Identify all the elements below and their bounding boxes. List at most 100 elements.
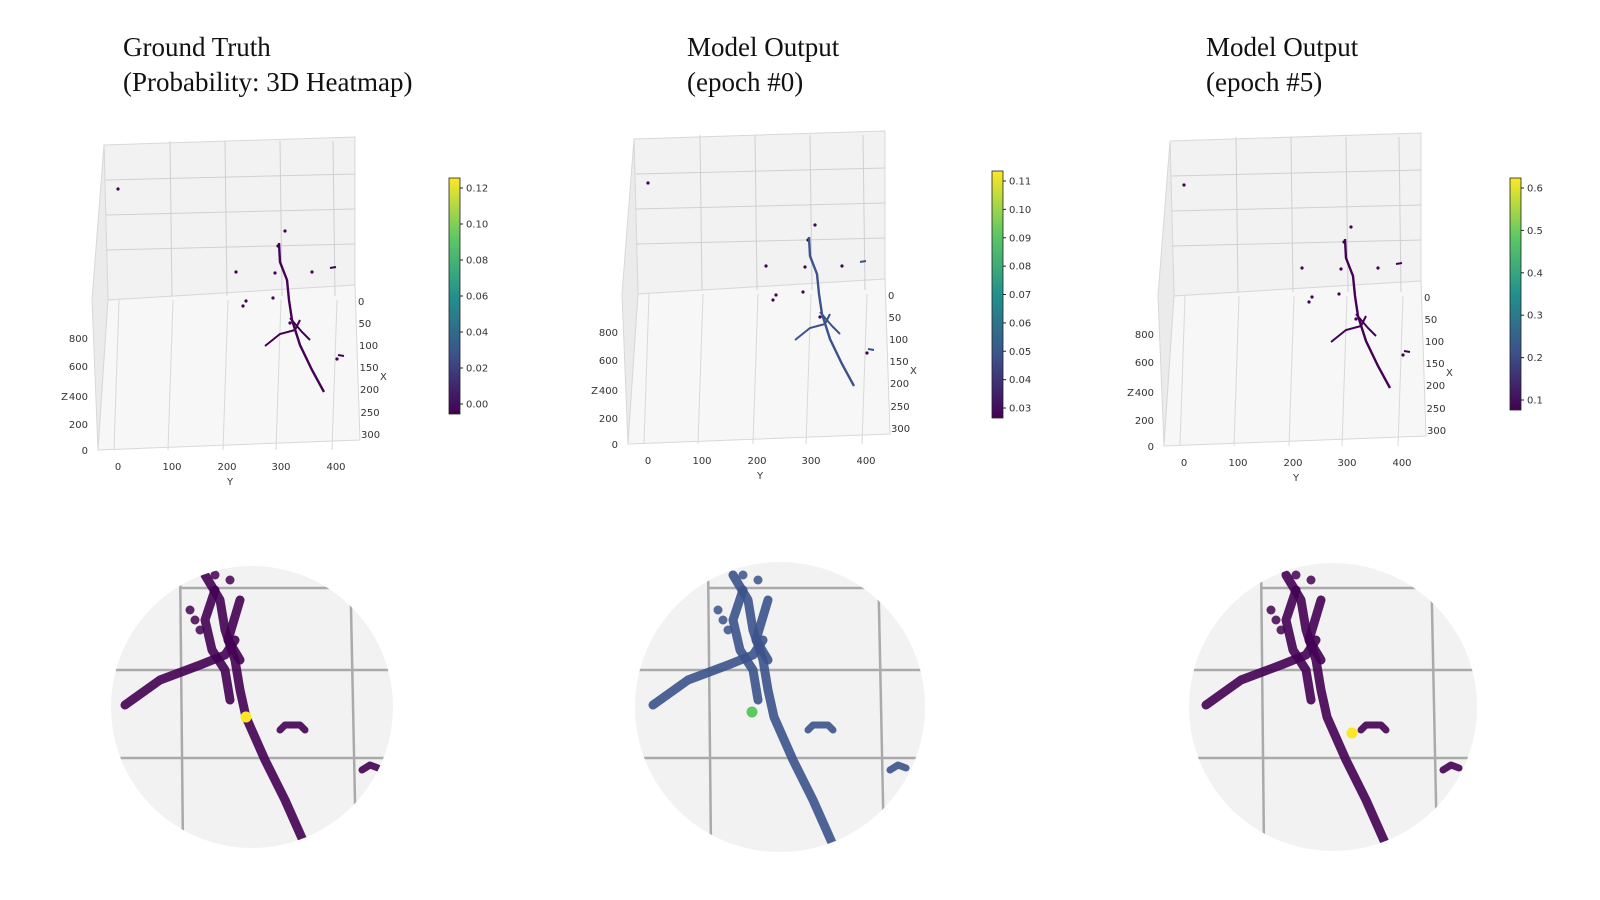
- back-wall: [633, 130, 886, 295]
- grid-line: [643, 293, 650, 445]
- data-point: [116, 187, 120, 191]
- colorbar-tick-label: 0.12: [466, 184, 488, 195]
- zoom-inset: [111, 566, 393, 848]
- y-tick-label: 400: [856, 456, 875, 467]
- y-tick-label: 300: [271, 462, 290, 473]
- z-tick-label: 400: [1135, 388, 1154, 399]
- grid-line: [224, 140, 228, 297]
- data-point: [273, 271, 277, 275]
- track-line: [277, 242, 326, 393]
- colorbar-tick-label: 0.11: [1009, 177, 1031, 188]
- data-point: [1306, 575, 1316, 585]
- data-point: [1182, 183, 1186, 187]
- data-point: [1354, 317, 1358, 321]
- track-line: [200, 585, 235, 705]
- y-tick-label: 200: [747, 456, 766, 467]
- track-line: [1304, 595, 1326, 665]
- colorbar-tick-label: 0.03: [1009, 404, 1031, 415]
- grid-line: [1288, 295, 1295, 447]
- grid-line: [1397, 295, 1404, 447]
- grid-line: [178, 566, 185, 848]
- y-tick-label: 100: [162, 462, 181, 473]
- data-point: [1271, 615, 1281, 625]
- z-tick-label: 0: [612, 440, 618, 451]
- z-tick-label: 400: [599, 386, 618, 397]
- colorbar-tick-label: 0.4: [1527, 268, 1543, 279]
- grid-line: [862, 134, 866, 291]
- data-point: [1266, 605, 1276, 615]
- colorbar-tick-label: 0.09: [1009, 233, 1031, 244]
- x-tick-label: 100: [1425, 337, 1444, 348]
- grid-line: [1235, 136, 1239, 293]
- grid-line: [1429, 563, 1439, 851]
- colorbar-tick-label: 0.02: [466, 364, 488, 375]
- data-point: [1337, 292, 1341, 296]
- x-tick-label: 250: [891, 402, 910, 413]
- panel-3d-plot: 0 100 200 300 400 Y 0 50 100 150 200 250 300 X 0 200 400…: [591, 130, 1031, 482]
- panel-title-epoch-5: Model Output (epoch #5): [1206, 30, 1358, 100]
- track-line: [1343, 238, 1392, 389]
- data-point: [335, 357, 339, 361]
- y-tick-label: 400: [1392, 458, 1411, 469]
- grid-line: [105, 243, 356, 251]
- z-tick-label: 200: [1135, 416, 1154, 427]
- data-point: [210, 570, 220, 580]
- z-tick-label: 800: [1135, 330, 1154, 341]
- zoom-content: [111, 566, 393, 848]
- grid-line: [754, 134, 758, 291]
- colorbar-tick-label: 0.2: [1527, 353, 1543, 364]
- z-tick-label: 0: [82, 446, 88, 457]
- title-line-1: Ground Truth: [123, 32, 271, 62]
- data-point: [283, 229, 287, 233]
- track-line: [276, 721, 309, 734]
- floor-pane: [97, 284, 361, 451]
- data-point: [813, 223, 817, 227]
- grid-line: [332, 140, 336, 297]
- y-tick-label: 0: [115, 462, 121, 473]
- grid-line: [1345, 136, 1349, 293]
- peak-point: [240, 711, 252, 723]
- colorbar-tick-label: 0.10: [1009, 205, 1031, 216]
- track-line: [120, 635, 240, 710]
- track-line: [223, 595, 245, 665]
- grid-line: [752, 293, 759, 445]
- track-fragment: [859, 260, 875, 351]
- title-line-2: (epoch #5): [1206, 67, 1323, 97]
- data-point: [803, 265, 807, 269]
- data-point: [753, 575, 763, 585]
- y-tick-label: 400: [326, 462, 345, 473]
- track-fragment: [1395, 262, 1411, 353]
- y-axis-label: Y: [1292, 473, 1300, 484]
- data-point: [774, 293, 778, 297]
- x-tick-label: 50: [359, 319, 372, 330]
- y-tick-label: 0: [645, 456, 651, 467]
- data-point: [771, 298, 775, 302]
- data-point: [718, 615, 728, 625]
- colorbar-tick-label: 0.6: [1527, 184, 1543, 195]
- zoom-background: [635, 562, 925, 852]
- colorbar-tick-label: 0.00: [466, 400, 488, 411]
- x-tick-label: 200: [1426, 381, 1445, 392]
- data-point: [185, 605, 195, 615]
- x-tick-label: 200: [360, 385, 379, 396]
- title-line-2: (epoch #0): [687, 67, 804, 97]
- x-tick-label: 300: [891, 424, 910, 435]
- data-point: [195, 625, 205, 635]
- panel-3d-plot: 0 100 200 300 400 Y 0 50 100 150 200 250 300 X 0 200 400…: [61, 136, 488, 488]
- colorbar-tick-label: 0.08: [466, 256, 488, 267]
- x-tick-label: 0: [358, 297, 364, 308]
- z-tick-label: 600: [69, 362, 88, 373]
- colorbar-tick-label: 0.5: [1527, 226, 1543, 237]
- data-point: [801, 290, 805, 294]
- x-tick-label: 100: [359, 341, 378, 352]
- colorbar-tick-label: 0.10: [466, 220, 488, 231]
- back-wall: [103, 136, 356, 301]
- z-tick-label: 200: [599, 414, 618, 425]
- x-tick-label: 250: [1427, 404, 1446, 415]
- y-axis-label: Y: [226, 477, 234, 488]
- grid-line: [861, 293, 868, 445]
- title-line-1: Model Output: [1206, 32, 1359, 62]
- grid-line: [279, 140, 283, 297]
- grid-line: [1233, 295, 1240, 447]
